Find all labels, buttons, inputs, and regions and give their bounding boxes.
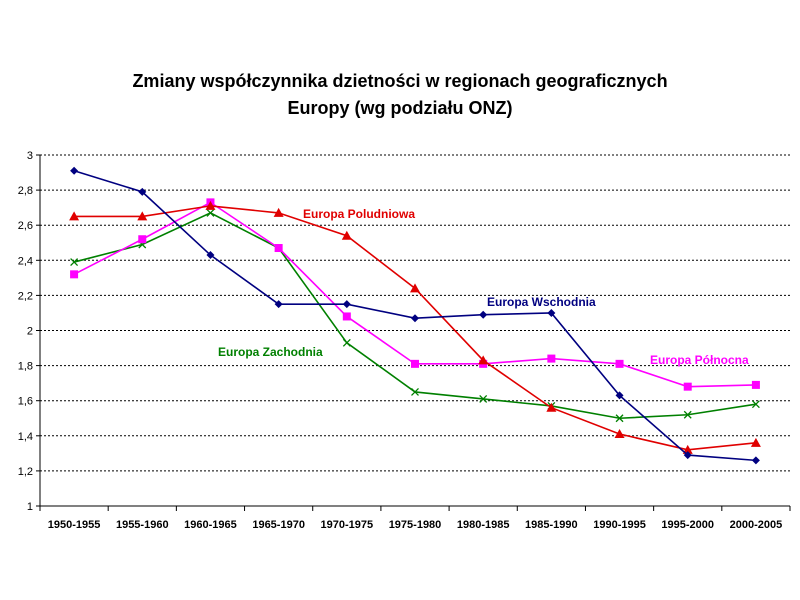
chart-title: Zmiany współczynnika dzietności w region… — [0, 68, 800, 122]
y-tick-label: 2 — [27, 326, 33, 338]
data-point — [683, 410, 692, 419]
data-point — [138, 187, 147, 196]
x-tick-label: 1975-1980 — [389, 519, 442, 531]
data-point — [138, 235, 147, 244]
y-tick-label: 2,2 — [18, 290, 33, 302]
data-point — [411, 387, 419, 396]
data-point — [206, 251, 215, 260]
series-line — [74, 205, 756, 451]
data-point — [682, 444, 693, 454]
data-point — [615, 359, 624, 368]
data-point — [546, 402, 557, 412]
data-point — [70, 270, 79, 279]
y-tick-label: 1,6 — [18, 396, 33, 408]
data-point — [411, 359, 419, 368]
series-label: Europa Wschodnia — [487, 295, 596, 309]
series-label: Europa Poludniowa — [303, 207, 415, 221]
data-point — [274, 300, 283, 309]
x-tick-label: 1955-1960 — [116, 519, 169, 531]
data-point — [341, 230, 352, 240]
y-tick-label: 1,4 — [18, 431, 33, 443]
data-point — [751, 380, 760, 389]
data-point — [479, 394, 488, 403]
y-tick-label: 3 — [27, 150, 33, 162]
data-point — [478, 355, 489, 365]
data-point — [751, 400, 760, 409]
data-point — [615, 414, 624, 423]
y-tick-label: 2,6 — [18, 220, 33, 232]
chart-title-line-2: Europy (wg podziału ONZ) — [287, 98, 513, 118]
x-tick-label: 1965-1970 — [252, 519, 305, 531]
data-point — [342, 300, 351, 309]
x-tick-label: 1980-1985 — [457, 519, 510, 531]
data-point — [70, 166, 79, 175]
data-point — [70, 258, 79, 267]
x-tick-label: 1960-1965 — [184, 519, 237, 531]
data-point — [69, 211, 80, 221]
data-point — [342, 338, 351, 347]
data-point — [683, 451, 692, 460]
chart-title-line-1: Zmiany współczynnika dzietności w region… — [132, 71, 668, 91]
data-point — [683, 382, 692, 391]
data-point — [614, 429, 625, 439]
x-tick-label: 1985-1990 — [525, 519, 578, 531]
y-tick-label: 2,4 — [18, 255, 33, 267]
data-point — [342, 312, 351, 321]
data-point — [615, 391, 624, 400]
data-point — [137, 211, 148, 221]
x-tick-label: 2000-2005 — [730, 519, 783, 531]
y-tick-label: 1,8 — [18, 361, 33, 373]
data-point — [547, 308, 556, 317]
series-label: Europa Północna — [650, 353, 749, 367]
data-point — [547, 354, 556, 363]
data-point — [206, 208, 215, 217]
x-tick-label: 1995-2000 — [661, 519, 714, 531]
data-point — [751, 456, 760, 465]
x-tick-label: 1990-1995 — [593, 519, 646, 531]
y-tick-label: 1 — [27, 501, 33, 513]
series-label: Europa Zachodnia — [218, 345, 323, 359]
data-point — [411, 314, 419, 323]
x-tick-label: 1950-1955 — [48, 519, 101, 531]
data-point — [479, 310, 488, 319]
data-point — [750, 437, 761, 447]
data-point — [410, 283, 420, 293]
data-point — [205, 200, 216, 210]
y-tick-label: 2,8 — [18, 185, 33, 197]
data-point — [274, 244, 283, 253]
x-tick-label: 1970-1975 — [321, 519, 374, 531]
data-point — [273, 207, 284, 217]
y-tick-label: 1,2 — [18, 466, 33, 478]
